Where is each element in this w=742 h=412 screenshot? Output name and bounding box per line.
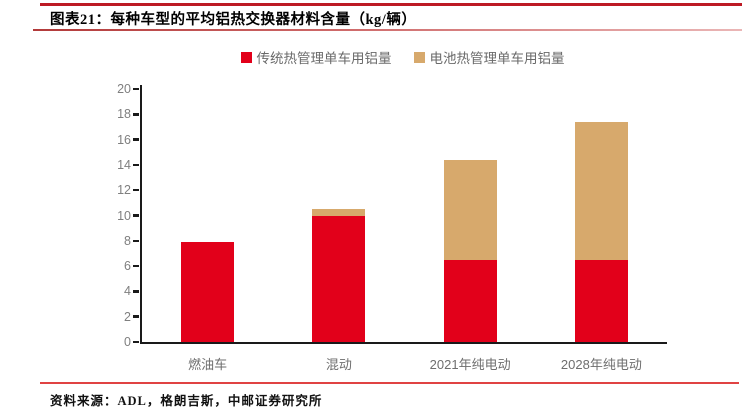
y-tick-mark xyxy=(133,163,139,167)
bar-segment-traditional xyxy=(312,215,366,342)
legend-swatch-tan xyxy=(413,51,425,63)
x-axis-label: 2021年纯电动 xyxy=(429,357,511,372)
legend-swatch-red xyxy=(240,51,252,63)
bar-segment-traditional xyxy=(443,259,497,342)
y-tick-mark xyxy=(133,340,139,344)
y-tick-mark xyxy=(133,315,139,318)
y-tick-label: 16 xyxy=(117,132,131,147)
y-tick-label: 20 xyxy=(117,82,131,96)
footer-divider-line xyxy=(40,382,739,384)
chart-legend: 传统热管理单车用铝量 电池热管理单车用铝量 xyxy=(140,48,665,66)
y-tick-label: 4 xyxy=(124,284,131,299)
bar-segment-traditional xyxy=(574,259,628,342)
legend-label-battery: 电池热管理单车用铝量 xyxy=(429,51,565,66)
y-tick-mark xyxy=(133,264,139,268)
bar-segment-battery xyxy=(443,159,497,260)
x-axis-label: 混动 xyxy=(325,357,352,372)
bar-segment-traditional xyxy=(181,242,235,342)
bar-segment-battery xyxy=(312,209,366,216)
y-tick-mark xyxy=(133,138,139,141)
y-tick-label: 8 xyxy=(124,233,131,248)
y-tick-mark xyxy=(133,113,139,116)
y-tick-label: 10 xyxy=(117,208,131,223)
title-underline xyxy=(33,29,742,31)
y-tick-mark xyxy=(133,87,139,91)
y-tick-label: 6 xyxy=(124,259,131,274)
y-tick-label: 12 xyxy=(117,183,131,198)
bar-segment-battery xyxy=(574,121,628,260)
top-border-line xyxy=(40,3,742,6)
figure-title: 图表21：每种车型的平均铝热交换器材料含量（kg/辆） xyxy=(50,12,417,28)
y-tick-mark xyxy=(133,188,139,192)
y-tick-label: 14 xyxy=(117,157,131,172)
legend-item-traditional: 传统热管理单车用铝量 xyxy=(240,47,392,67)
y-tick-mark xyxy=(133,214,139,217)
x-axis-label: 燃油车 xyxy=(188,357,228,372)
y-tick-mark xyxy=(133,239,139,243)
y-tick-label: 18 xyxy=(117,107,131,122)
legend-label-traditional: 传统热管理单车用铝量 xyxy=(256,51,392,66)
x-axis-label: 2028年纯电动 xyxy=(560,357,642,372)
source-note: 资料来源：ADL，格朗吉斯，中邮证券研究所 xyxy=(50,394,323,408)
plot-area: 0 2 4 6 8 10 12 14 16 18 20 燃油车 混动 2021年纯电动 2028年纯电动 xyxy=(117,82,667,372)
legend-item-battery: 电池热管理单车用铝量 xyxy=(413,47,565,67)
y-tick-mark xyxy=(133,290,139,293)
y-tick-label: 2 xyxy=(124,309,131,324)
y-tick-label: 0 xyxy=(124,335,131,349)
